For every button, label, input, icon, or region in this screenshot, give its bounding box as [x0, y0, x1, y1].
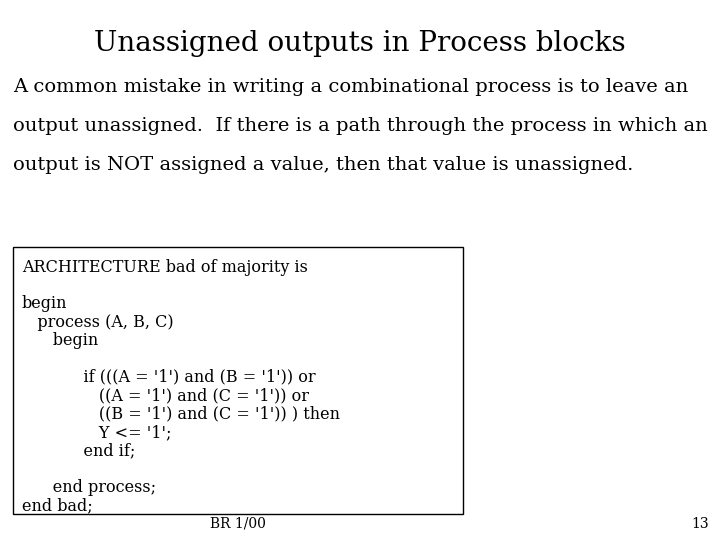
- Text: end if;: end if;: [22, 442, 135, 459]
- Text: Unassigned outputs in Process blocks: Unassigned outputs in Process blocks: [94, 30, 626, 57]
- Text: process (A, B, C): process (A, B, C): [22, 314, 174, 330]
- Text: ((A = '1') and (C = '1')) or: ((A = '1') and (C = '1')) or: [22, 387, 309, 404]
- Text: begin: begin: [22, 332, 98, 349]
- Text: if (((A = '1') and (B = '1')) or: if (((A = '1') and (B = '1')) or: [22, 369, 315, 386]
- Text: 13: 13: [692, 517, 709, 531]
- Text: end process;: end process;: [22, 479, 156, 496]
- Text: BR 1/00: BR 1/00: [210, 517, 266, 531]
- Text: begin: begin: [22, 295, 67, 312]
- Text: ARCHITECTURE bad of majority is: ARCHITECTURE bad of majority is: [22, 259, 307, 275]
- Text: ((B = '1') and (C = '1')) ) then: ((B = '1') and (C = '1')) ) then: [22, 406, 340, 422]
- Text: output unassigned.  If there is a path through the process in which an: output unassigned. If there is a path th…: [13, 117, 708, 135]
- Text: A common mistake in writing a combinational process is to leave an: A common mistake in writing a combinatio…: [13, 78, 688, 96]
- Text: Y <= '1';: Y <= '1';: [22, 424, 171, 441]
- Text: end bad;: end bad;: [22, 497, 92, 514]
- Text: output is NOT assigned a value, then that value is unassigned.: output is NOT assigned a value, then tha…: [13, 156, 634, 174]
